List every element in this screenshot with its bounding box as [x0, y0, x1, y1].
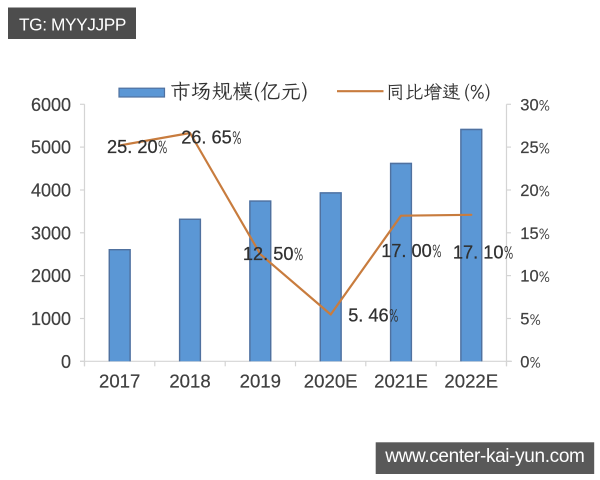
- svg-text:17. 00: 17. 00: [381, 241, 432, 261]
- svg-text:2017: 2017: [99, 370, 140, 391]
- svg-text:4000: 4000: [31, 181, 71, 201]
- svg-text:26. 65: 26. 65: [181, 128, 232, 148]
- svg-text:TG: MYYJJPP: TG: MYYJJPP: [19, 15, 126, 35]
- svg-text:10: 10: [520, 268, 538, 286]
- svg-text:17. 10: 17. 10: [453, 242, 504, 262]
- svg-text:0: 0: [61, 352, 71, 372]
- svg-text:12. 50: 12. 50: [243, 244, 294, 264]
- svg-text:1000: 1000: [31, 309, 71, 329]
- svg-text:25. 20: 25. 20: [107, 137, 158, 157]
- svg-text:25: 25: [520, 139, 538, 157]
- svg-text:2020E: 2020E: [304, 370, 358, 391]
- svg-text:2018: 2018: [169, 370, 210, 391]
- svg-text:5000: 5000: [31, 138, 71, 158]
- svg-text:www.center-kai-yun.com: www.center-kai-yun.com: [384, 446, 584, 467]
- svg-text:5: 5: [520, 311, 529, 329]
- svg-text:15: 15: [520, 225, 538, 243]
- svg-text:2022E: 2022E: [444, 370, 498, 391]
- svg-text:5. 46: 5. 46: [348, 305, 388, 325]
- svg-text:2000: 2000: [31, 266, 71, 286]
- svg-text:0: 0: [520, 353, 529, 371]
- svg-text:6000: 6000: [31, 95, 71, 115]
- svg-text:2021E: 2021E: [374, 370, 428, 391]
- svg-text:2019: 2019: [240, 370, 281, 391]
- svg-text:20: 20: [520, 182, 538, 200]
- svg-text:30: 30: [520, 96, 538, 114]
- svg-text:3000: 3000: [31, 223, 71, 243]
